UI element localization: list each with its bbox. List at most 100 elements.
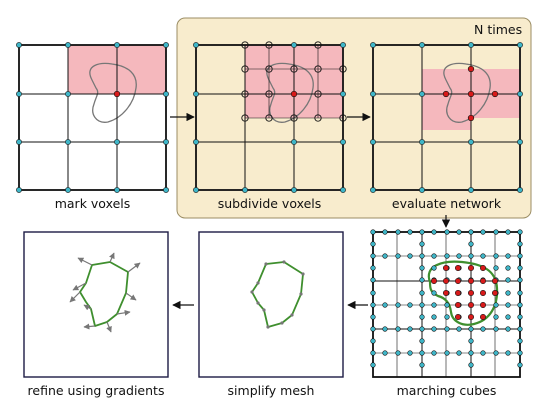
inside-point xyxy=(430,277,437,284)
step-label-mark-voxels: mark voxels xyxy=(54,196,131,211)
grid-vertex xyxy=(480,350,486,356)
grid-vertex xyxy=(419,326,425,332)
panel-marching-cubes xyxy=(370,229,523,378)
grid-vertex xyxy=(407,253,413,259)
inside-point xyxy=(454,289,461,296)
grid-vertex xyxy=(370,338,376,344)
grid-vertex xyxy=(407,326,413,332)
grid-vertex xyxy=(431,350,437,356)
inside-point xyxy=(454,264,461,271)
grid-vertex xyxy=(517,241,523,247)
inside-point xyxy=(479,264,486,271)
grid-vertex xyxy=(419,290,425,296)
step-label-simplify-mesh: simplify mesh xyxy=(227,383,315,398)
grid-vertex xyxy=(517,314,523,320)
inside-point xyxy=(467,301,474,308)
grid-vertex xyxy=(444,314,450,320)
grid-vertex xyxy=(382,302,388,308)
grid-vertex xyxy=(493,229,499,235)
grid-vertex xyxy=(505,277,511,283)
refined-mesh xyxy=(79,261,129,327)
grid-vertex xyxy=(468,326,474,332)
gradient-arrows xyxy=(69,252,141,333)
simplified-mesh xyxy=(251,261,304,328)
panel-mark-voxels xyxy=(16,42,169,193)
grid-vertex xyxy=(505,326,511,332)
grid-vertex xyxy=(431,229,437,235)
grid-vertex xyxy=(468,229,474,235)
inside-point xyxy=(454,277,461,284)
voxel-grid xyxy=(196,45,343,190)
inside-point xyxy=(467,289,474,296)
panel-evaluate-network xyxy=(370,42,523,193)
inside-point xyxy=(290,90,298,98)
grid-vertices xyxy=(370,229,523,368)
inside-point xyxy=(491,277,498,284)
grid-vertex xyxy=(505,290,511,296)
grid-vertex xyxy=(517,338,523,344)
grid-vertex xyxy=(468,338,474,344)
grid-vertex xyxy=(407,302,413,308)
grid-vertex xyxy=(395,302,401,308)
grid-vertex xyxy=(370,290,376,296)
grid-vertex xyxy=(468,362,474,368)
grid-vertex xyxy=(370,302,376,308)
grid-vertex xyxy=(395,326,401,332)
grid-vertex xyxy=(419,314,425,320)
loop-label: N times xyxy=(474,22,523,37)
panel-refine-using-gradients xyxy=(23,231,169,378)
grid-vertex xyxy=(382,350,388,356)
grid-vertex xyxy=(407,229,413,235)
grid-vertex xyxy=(419,253,425,259)
grid-vertex xyxy=(493,326,499,332)
extracted-surface xyxy=(427,260,499,326)
grid-vertex xyxy=(517,265,523,271)
new-sample-points xyxy=(241,41,347,122)
grid-vertex xyxy=(370,350,376,356)
grid-vertex xyxy=(517,290,523,296)
grid-vertex xyxy=(517,277,523,283)
panel-subdivide-voxels xyxy=(193,41,347,193)
step-label-evaluate-network: evaluate network xyxy=(391,196,502,211)
grid-vertex xyxy=(517,350,523,356)
inside-point xyxy=(454,301,461,308)
inside-point xyxy=(491,289,498,296)
grid-vertex xyxy=(517,326,523,332)
grid-vertex xyxy=(480,326,486,332)
grid-vertex xyxy=(395,350,401,356)
grid-vertex xyxy=(505,302,511,308)
grid-vertex xyxy=(419,350,425,356)
grid-vertices xyxy=(370,42,523,193)
inside-point xyxy=(454,313,461,320)
inside-point xyxy=(442,289,449,296)
inside-point xyxy=(479,301,486,308)
grid-vertex xyxy=(480,229,486,235)
inside-points xyxy=(430,264,498,320)
grid-vertex xyxy=(456,326,462,332)
surface-curve xyxy=(443,62,491,123)
grid-vertex xyxy=(419,338,425,344)
grid-vertex xyxy=(419,302,425,308)
grid-vertex xyxy=(444,302,450,308)
inside-point xyxy=(479,277,486,284)
grid-vertex xyxy=(505,253,511,259)
grid-vertex xyxy=(382,326,388,332)
grid-vertex xyxy=(431,265,437,271)
grid-vertex xyxy=(493,350,499,356)
grid-vertex xyxy=(370,326,376,332)
grid-vertex xyxy=(419,277,425,283)
grid-vertex xyxy=(370,241,376,247)
grid-vertex xyxy=(517,362,523,368)
step-label-subdivide-voxels: subdivide voxels xyxy=(217,196,322,211)
grid-vertex xyxy=(370,265,376,271)
grid-vertex xyxy=(431,253,437,259)
surface-curve xyxy=(89,62,137,123)
grid-vertices xyxy=(16,42,169,193)
grid-vertex xyxy=(505,265,511,271)
grid-vertex xyxy=(505,229,511,235)
grid-vertex xyxy=(370,253,376,259)
grid-vertex xyxy=(493,314,499,320)
grid-vertex xyxy=(444,229,450,235)
inside-point xyxy=(442,277,449,284)
inside-point xyxy=(479,289,486,296)
